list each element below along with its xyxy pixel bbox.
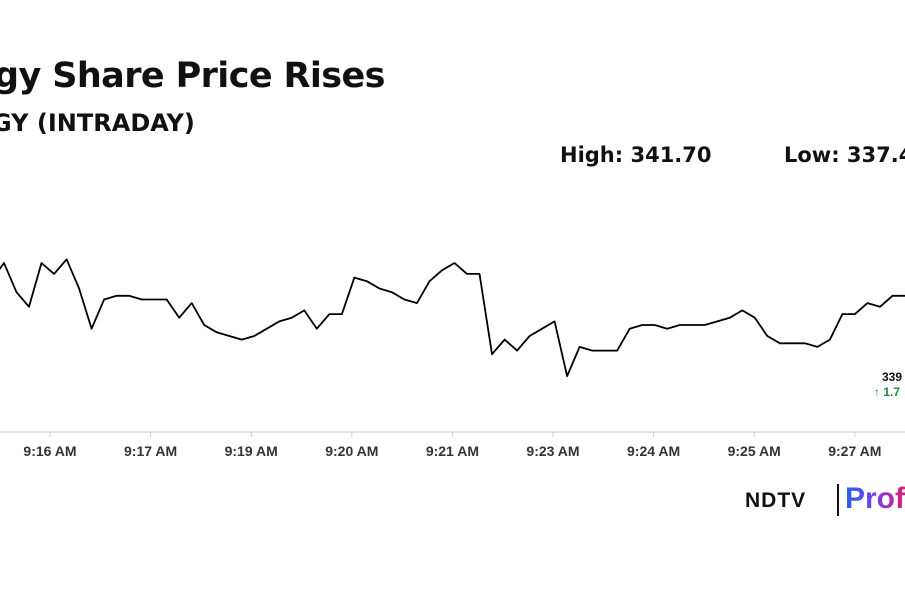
chart-subtitle: GY (INTRADAY) — [0, 109, 195, 137]
x-tick-label: 9:21 AM — [426, 443, 479, 459]
x-tick-label: 9:25 AM — [728, 443, 781, 459]
x-tick-label: 9:17 AM — [124, 443, 177, 459]
x-tick-label: 9:20 AM — [325, 443, 378, 459]
x-tick-label: 9:19 AM — [225, 443, 278, 459]
ndtv-wordmark: NDTV — [745, 489, 807, 512]
x-tick-label: 9:24 AM — [627, 443, 680, 459]
price-series-line — [0, 258, 905, 377]
x-tick-label: 9:16 AM — [23, 443, 76, 459]
last-value-label: 339 — [882, 370, 902, 384]
high-price-label: High: 341.70 — [560, 143, 712, 167]
chart-title: gy Share Price Rises — [0, 56, 386, 96]
profit-wordmark: Prof — [845, 482, 905, 515]
x-tick-label: 9:23 AM — [526, 443, 579, 459]
logo-divider — [837, 484, 839, 516]
low-price-label: Low: 337.4 — [784, 143, 905, 167]
x-axis-ticks: 9:16 AM 9:17 AM 9:19 AM 9:20 AM 9:21 AM 9:23 … — [23, 432, 881, 459]
x-tick-label: 9:27 AM — [828, 443, 881, 459]
price-change-label: ↑ 1.7 — [874, 385, 900, 399]
